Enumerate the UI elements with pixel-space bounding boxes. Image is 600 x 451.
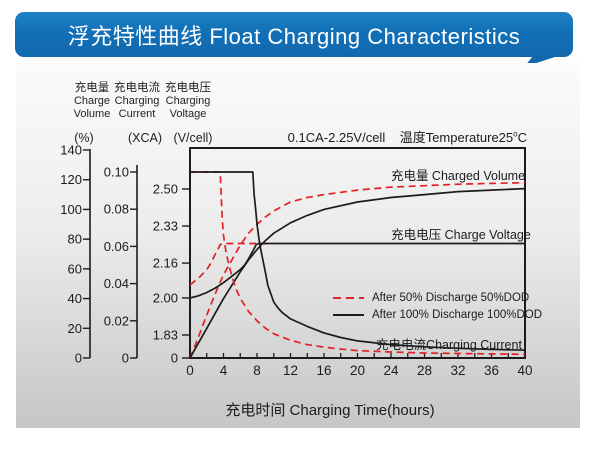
axis-header-current-en1: Charging <box>114 95 160 107</box>
axis-header-voltage-cn: 充电电压 <box>165 82 211 94</box>
tick-label-percent: 0 <box>75 351 82 366</box>
x-tick-label: 4 <box>220 363 228 378</box>
x-axis-title: 充电时间 Charging Time(hours) <box>225 402 435 419</box>
tick-label-current: 0.02 <box>104 313 129 328</box>
tick-label-percent: 80 <box>68 232 82 247</box>
tick-label-current: 0.04 <box>104 276 129 291</box>
tick-label-percent: 100 <box>60 202 82 217</box>
curve-charged-volume-100dod <box>189 187 526 359</box>
tick-label-percent: 140 <box>60 143 82 158</box>
tick-label-voltage: 0 <box>171 351 178 366</box>
tick-label-current: 0.10 <box>104 165 129 180</box>
test-condition-temp: 温度Temperature25 <box>399 130 514 145</box>
x-tick-label: 40 <box>517 363 532 378</box>
tick-label-percent: 40 <box>68 291 82 306</box>
tick-label-current: 0.06 <box>104 239 129 254</box>
axis-header-current-en2: Current <box>118 108 156 120</box>
curve-charging-current-50dod <box>190 171 526 356</box>
curve-charge-voltage-100dod <box>189 242 525 299</box>
legend-label-100dod: After 100% Discharge 100%DOD <box>372 308 543 321</box>
degree-mark: o <box>513 129 518 139</box>
page-title: 浮充特性曲线 Float Charging Characteristics <box>67 23 521 49</box>
tick-label-voltage: 1.83 <box>153 328 178 343</box>
curve-label-charge-voltage: 充电电压 Charge Voltage <box>391 228 531 242</box>
legend-item-50dod: After 50% Discharge 50%DOD <box>333 289 542 306</box>
axis-header-percent: 充电量 Charge Volume <box>40 82 144 121</box>
axis-unit-voltage: (V/cell) <box>173 131 213 145</box>
x-tick-label: 8 <box>253 363 261 378</box>
legend: After 50% Discharge 50%DOD After 100% Di… <box>333 289 542 323</box>
axis-header-current: 充电电流 Charging Current <box>85 82 189 121</box>
curve-charged-volume-50dod <box>189 181 526 359</box>
title-banner: 浮充特性曲线 Float Charging Characteristics <box>15 12 573 57</box>
x-tick-label: 32 <box>450 363 465 378</box>
tick-label-voltage: 2.33 <box>153 219 178 234</box>
test-condition-main: 0.1CA-2.25V/cell <box>287 130 386 145</box>
axis-header-percent-en2: Volume <box>73 108 111 120</box>
legend-label-50dod: After 50% Discharge 50%DOD <box>372 291 530 304</box>
tick-label-percent: 60 <box>68 261 82 276</box>
x-tick-label: 0 <box>186 363 194 378</box>
axis-header-voltage-en1: Charging <box>165 95 211 107</box>
test-condition-temp-unit: C <box>517 130 527 145</box>
axis-header-voltage: 充电电压 Charging Voltage <box>136 82 240 121</box>
tick-label-voltage: 2.16 <box>153 256 178 271</box>
tick-label-voltage: 2.00 <box>153 290 178 305</box>
test-condition: 0.1CA-2.25V/cell 温度Temperature25oC <box>288 127 527 146</box>
legend-swatch-solid <box>333 313 364 316</box>
x-tick-label: 24 <box>383 363 399 378</box>
axis-unit-percent: (%) <box>74 131 94 145</box>
curve-charge-voltage-50dod <box>189 242 270 286</box>
curve-label-charged-volume: 充电量 Charged Volume <box>390 169 526 183</box>
legend-item-100dod: After 100% Discharge 100%DOD <box>333 306 542 323</box>
x-tick-label: 36 <box>484 363 499 378</box>
axis-unit-current: (XCA) <box>127 131 163 145</box>
axis-header-current-cn: 充电电流 <box>114 82 160 94</box>
axis-header-voltage-en2: Voltage <box>169 108 207 120</box>
curve-label-charging-current: 充电电流Charging Current <box>376 338 522 352</box>
axis-header-percent-cn: 充电量 <box>74 82 110 94</box>
curve-charging-current-100dod <box>190 171 526 352</box>
x-tick-label: 20 <box>350 363 365 378</box>
x-tick-label: 12 <box>283 363 298 378</box>
axis-header-percent-en1: Charge <box>73 95 111 107</box>
chart-panel <box>16 63 580 428</box>
tick-label-percent: 20 <box>68 321 82 336</box>
x-tick-label: 28 <box>417 363 432 378</box>
tick-label-percent: 120 <box>60 172 82 187</box>
tick-label-current: 0.08 <box>104 202 129 217</box>
tick-label-voltage: 2.50 <box>153 182 178 197</box>
legend-swatch-dashed <box>333 296 364 299</box>
tick-label-current: 0 <box>122 351 129 366</box>
x-tick-label: 16 <box>316 363 331 378</box>
